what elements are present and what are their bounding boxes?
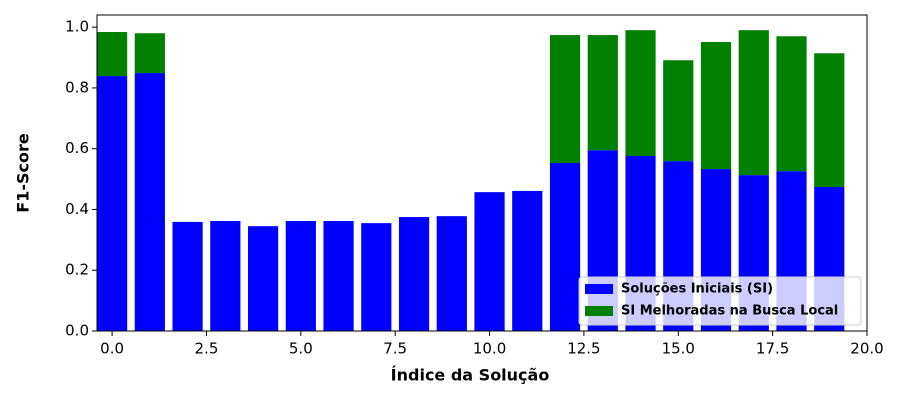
y-tick-label: 0.0 [65, 322, 89, 340]
legend-swatch [585, 284, 613, 294]
bar [398, 217, 430, 331]
y-tick-label: 0.4 [65, 200, 89, 218]
y-tick-label: 0.2 [65, 261, 89, 279]
legend-swatch [585, 306, 613, 316]
bar [247, 226, 279, 331]
bar [97, 76, 128, 331]
bar [210, 221, 241, 331]
bar [549, 162, 581, 331]
bar [814, 53, 845, 187]
bar [549, 35, 581, 163]
x-tick-label: 20.0 [850, 340, 883, 358]
bar [436, 216, 467, 331]
legend-box [578, 276, 862, 326]
bar [323, 221, 354, 331]
bar [134, 73, 165, 332]
bar [663, 60, 694, 162]
bar [738, 30, 769, 176]
bar [361, 223, 392, 331]
bar [285, 221, 316, 331]
legend-label: SI Melhoradas na Busca Local [621, 304, 838, 319]
bar [512, 190, 543, 331]
legend: Soluções Iniciais (SI) SI Melhoradas na B… [578, 276, 862, 326]
y-tick-label: 0.8 [65, 78, 89, 96]
y-tick-label: 0.6 [65, 139, 89, 157]
x-tick-label: 7.5 [383, 340, 407, 358]
bar [97, 32, 128, 77]
x-axis-label: Índice da Solução [391, 366, 550, 385]
x-tick-label: 5.0 [289, 340, 313, 358]
y-tick-label: 1.0 [65, 18, 89, 36]
bar [134, 33, 165, 74]
x-tick-label: 0.0 [100, 340, 124, 358]
x-tick-label: 17.5 [756, 340, 789, 358]
bar [776, 36, 807, 172]
bar [700, 42, 732, 170]
bar [587, 35, 618, 151]
x-tick-label: 15.0 [662, 340, 695, 358]
bar [172, 221, 203, 331]
x-tick-label: 10.0 [473, 340, 506, 358]
x-tick-label: 2.5 [195, 340, 219, 358]
y-axis-label: F1-Score [14, 133, 33, 213]
legend-label: Soluções Iniciais (SI) [621, 282, 773, 297]
x-tick-label: 12.5 [567, 340, 600, 358]
bar [625, 30, 656, 156]
plot-frame [96, 14, 868, 332]
bar [474, 192, 505, 331]
